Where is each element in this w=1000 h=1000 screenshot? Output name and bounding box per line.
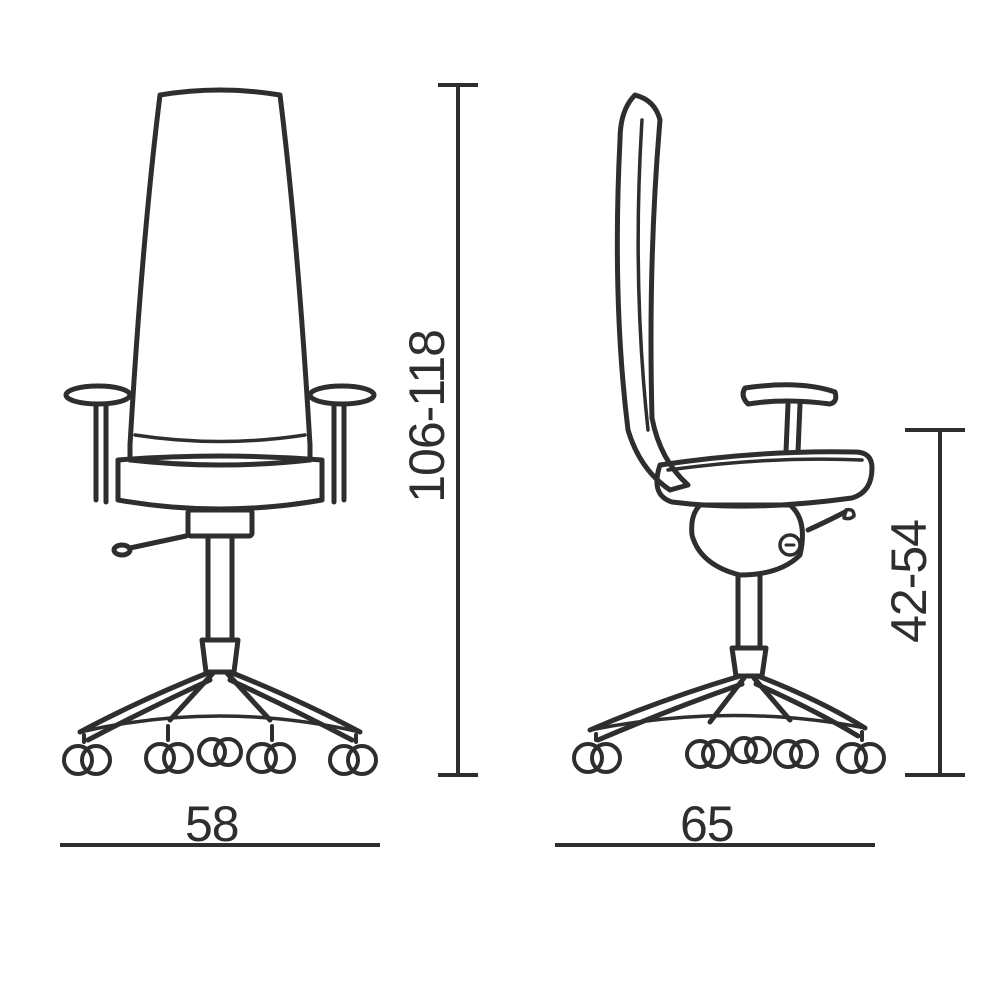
armrest-side (743, 385, 836, 452)
drawing-canvas: 58 65 106-118 42-54 (0, 0, 1000, 1000)
dim-seat-height: 42-54 (880, 520, 938, 643)
dim-depth-side: 65 (680, 795, 734, 853)
dim-width-front: 58 (185, 795, 239, 853)
dim-total-height: 106-118 (398, 330, 456, 503)
castors-side (574, 732, 884, 772)
diagram-svg (0, 0, 1000, 1000)
chair-front-view (64, 90, 376, 774)
chair-side-view (574, 95, 884, 772)
castors-front (64, 726, 376, 774)
